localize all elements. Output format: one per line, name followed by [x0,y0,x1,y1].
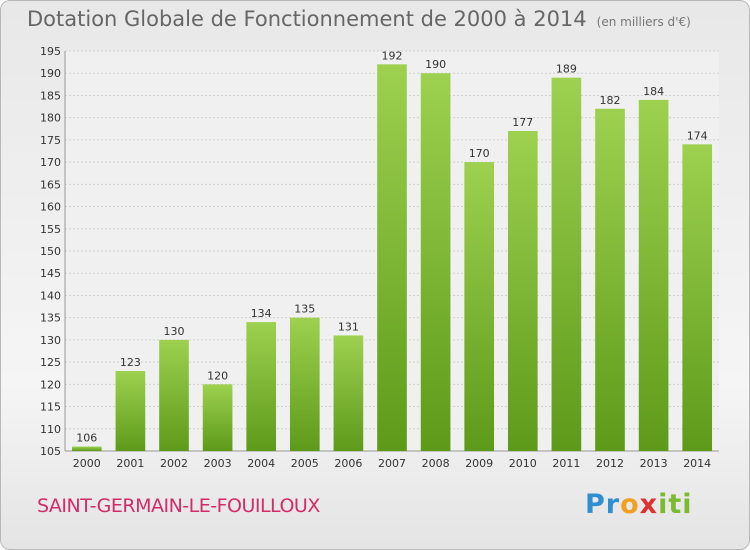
y-tick-label: 165 [40,178,61,191]
x-tick-label-2013: 2013 [640,457,668,470]
y-tick-label: 105 [40,445,61,458]
bar-2007 [377,64,407,452]
y-tick-label: 145 [40,267,61,280]
value-label-2009: 170 [469,147,490,160]
title-text: Dotation Globale de Fonctionnement de 20… [27,7,587,31]
y-tick-label: 185 [40,89,61,102]
bar-2009 [464,162,495,451]
bar-2013 [638,99,669,451]
value-label-2002: 130 [164,325,185,338]
y-tick-label: 150 [40,245,61,258]
x-tick-label-2002: 2002 [160,457,188,470]
x-tick-label-2008: 2008 [422,457,450,470]
x-tick-label-2009: 2009 [465,457,493,470]
x-tick-label-2012: 2012 [596,457,624,470]
bar-2011 [551,77,582,452]
x-tick-label-2011: 2011 [552,457,580,470]
value-label-2004: 134 [251,307,272,320]
y-tick-label: 125 [40,356,61,369]
value-label-2008: 190 [425,58,446,71]
y-tick-label: 175 [40,134,61,147]
bar-2014 [682,144,713,452]
x-tick-label-2003: 2003 [204,457,232,470]
x-tick-label-2001: 2001 [116,457,144,470]
y-tick-label: 110 [40,423,61,436]
y-tick-label: 180 [40,112,61,125]
y-tick-label: 140 [40,289,61,302]
bar-2004 [246,322,277,451]
value-label-2010: 177 [512,116,533,129]
bar-2000 [71,446,102,451]
bar-2001 [115,371,146,451]
x-tick-label-2010: 2010 [509,457,537,470]
bar-2010 [507,131,538,451]
y-tick-label: 135 [40,312,61,325]
y-tick-label: 130 [40,334,61,347]
x-tick-label-2006: 2006 [334,457,362,470]
x-tick-label-2014: 2014 [683,457,711,470]
value-label-2001: 123 [120,356,141,369]
y-tick-label: 115 [40,401,61,414]
value-label-2014: 174 [687,129,708,142]
value-label-2007: 192 [382,49,403,62]
value-label-2006: 131 [338,320,359,333]
chart-title: Dotation Globale de Fonctionnement de 20… [27,7,691,31]
value-label-2005: 135 [294,303,315,316]
bar-2008 [420,73,451,451]
value-label-2003: 120 [207,369,228,382]
x-tick-label-2005: 2005 [291,457,319,470]
bar-2003 [202,384,233,451]
y-tick-label: 170 [40,156,61,169]
y-tick-label: 120 [40,378,61,391]
bar-2002 [159,339,189,451]
x-tick-label-2004: 2004 [247,457,275,470]
bar-2005 [289,317,320,451]
value-label-2012: 182 [600,94,621,107]
y-tick-label: 155 [40,223,61,236]
value-label-2011: 189 [556,63,577,76]
bar-2012 [595,108,625,452]
unit-label: (en milliers d'€) [596,15,691,29]
value-label-2013: 184 [643,85,664,98]
commune-name: SAINT-GERMAIN-LE-FOUILLOUX [37,495,320,517]
y-tick-label: 190 [40,67,61,80]
proxiti-logo: Proxiti [585,489,693,520]
y-tick-label: 195 [40,45,61,58]
x-tick-label-2007: 2007 [378,457,406,470]
value-label-2000: 106 [76,432,97,445]
bar-2006 [333,335,364,451]
y-tick-label: 160 [40,201,61,214]
x-tick-label-2000: 2000 [73,457,101,470]
